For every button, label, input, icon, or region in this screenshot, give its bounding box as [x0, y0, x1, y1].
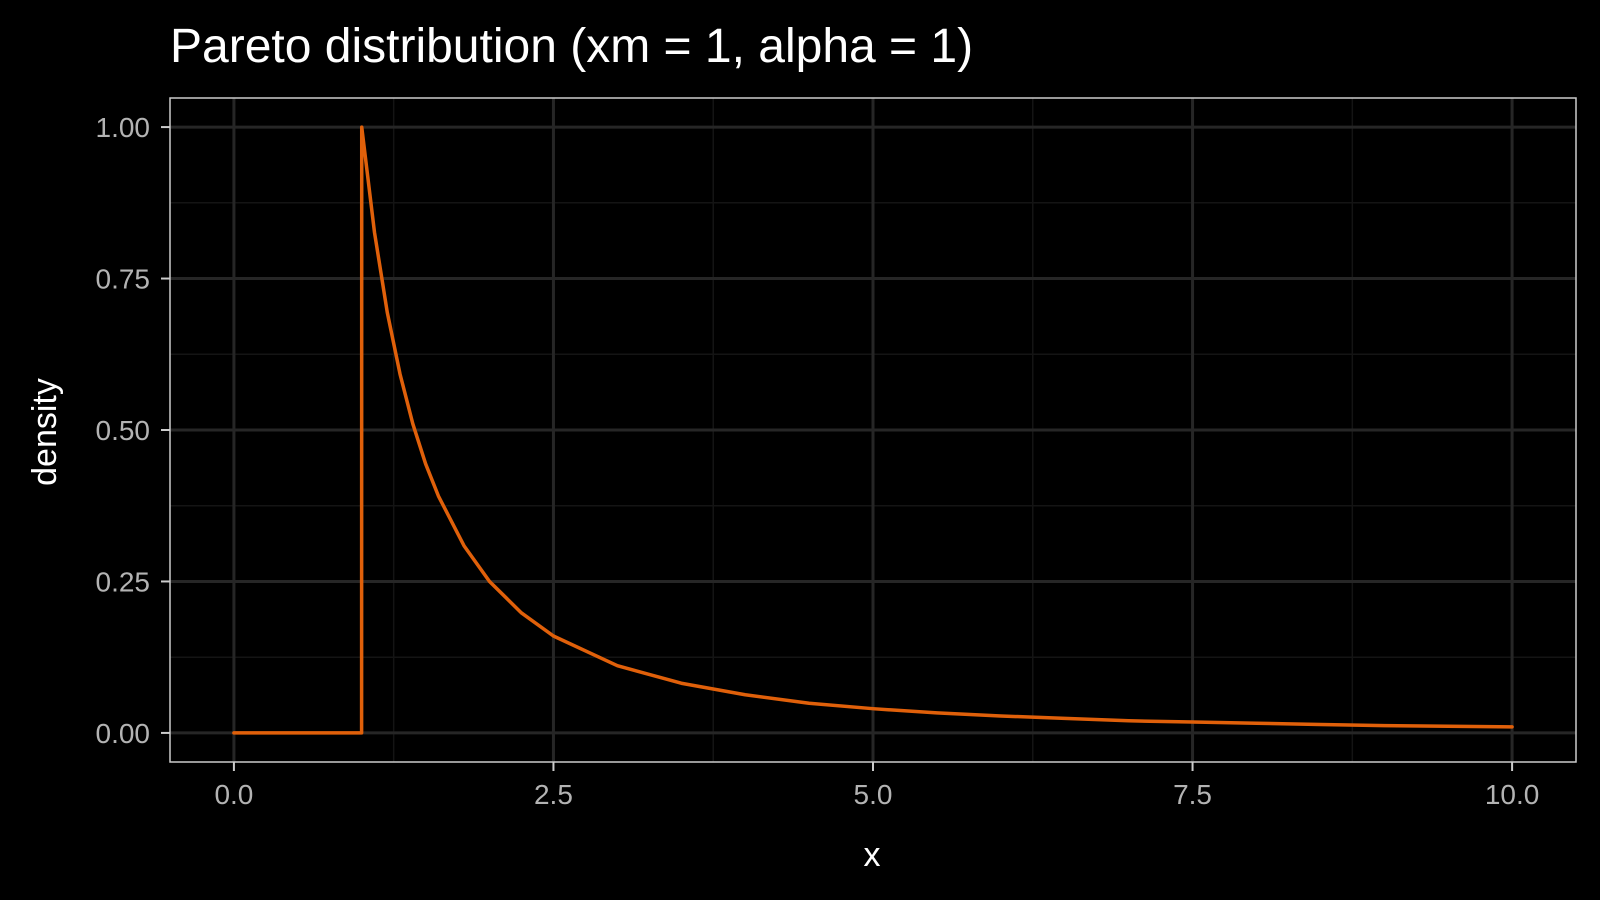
- x-tick-label: 2.5: [534, 779, 573, 810]
- x-tick-label: 10.0: [1485, 779, 1540, 810]
- y-axis: 0.00 0.25 0.50 0.75 1.00: [96, 112, 170, 749]
- x-tick-label: 0.0: [214, 779, 253, 810]
- y-tick-label: 0.00: [96, 718, 151, 749]
- x-axis: 0.0 2.5 5.0 7.5 10.0: [214, 762, 1539, 810]
- density-curve-0: [232, 125, 1514, 735]
- series-layer: [232, 125, 1514, 735]
- x-tick-label: 7.5: [1173, 779, 1212, 810]
- x-tick-label: 5.0: [854, 779, 893, 810]
- y-tick-label: 0.50: [96, 415, 151, 446]
- y-tick-label: 0.75: [96, 264, 151, 295]
- major-gridlines: [170, 98, 1576, 762]
- chart-title: Pareto distribution (xm = 1, alpha = 1): [170, 20, 973, 73]
- y-tick-label: 1.00: [96, 112, 151, 143]
- y-axis-title: density: [26, 378, 64, 486]
- y-tick-label: 0.25: [96, 566, 151, 597]
- x-axis-title: x: [864, 836, 881, 874]
